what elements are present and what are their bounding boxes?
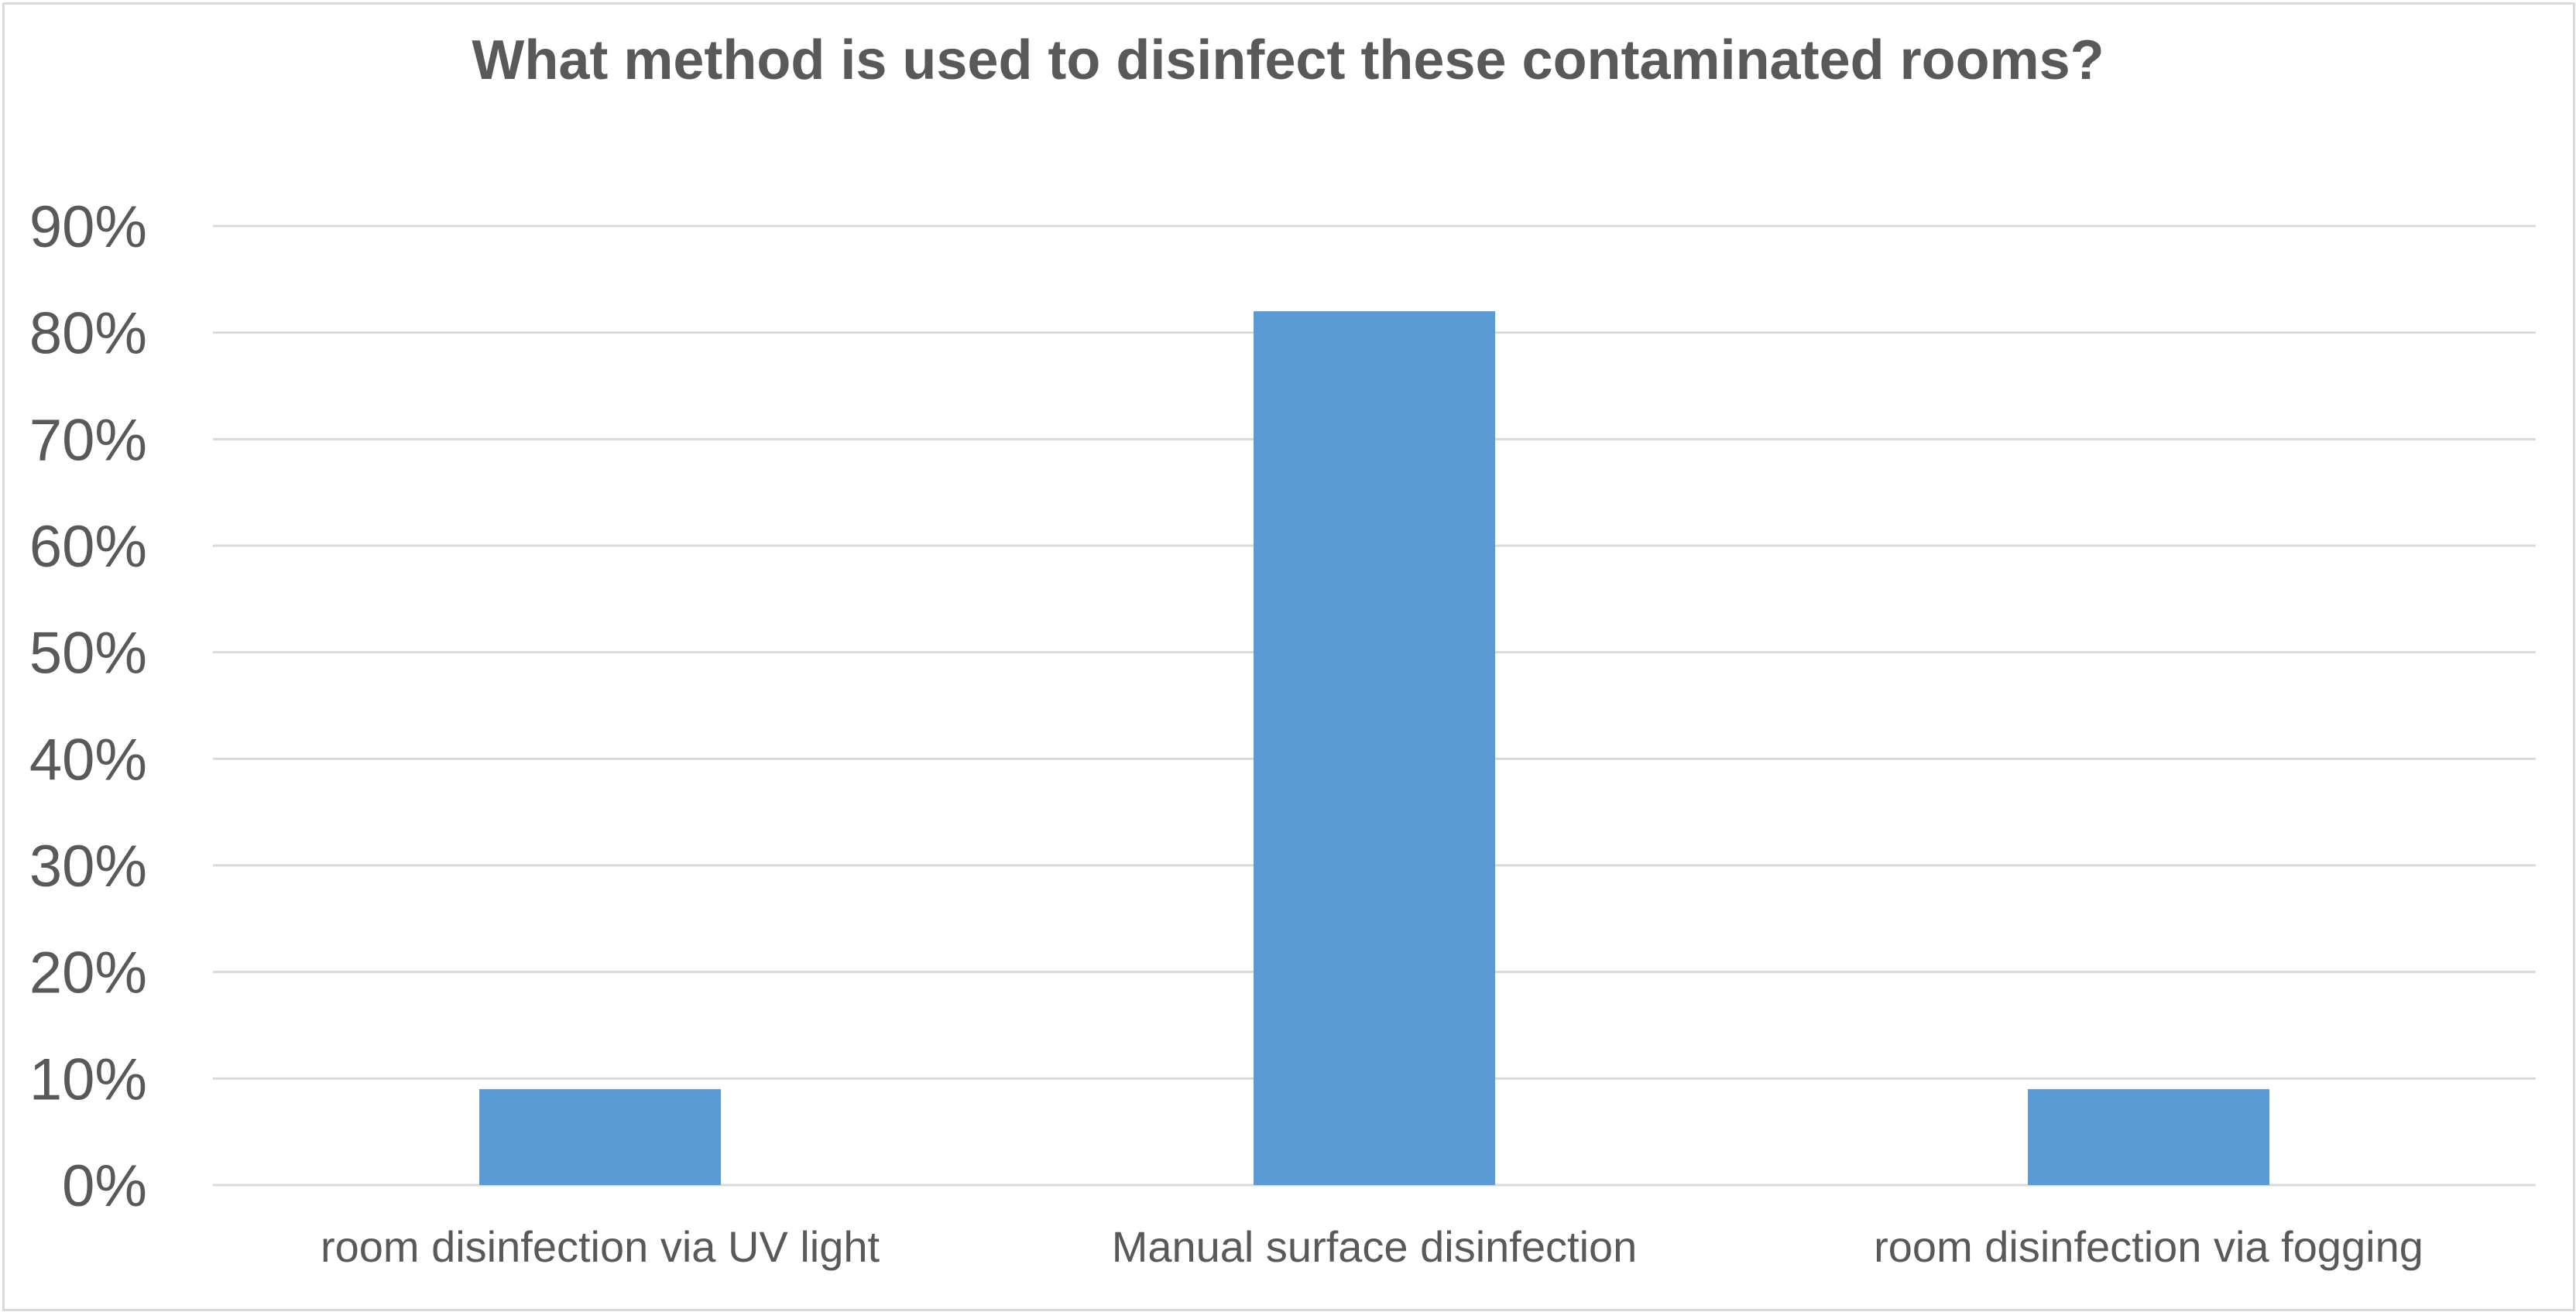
chart-title: What method is used to disinfect these c… xyxy=(472,29,2104,91)
y-tick-label: 70% xyxy=(29,407,147,473)
y-tick-label: 10% xyxy=(29,1047,147,1112)
bar-3 xyxy=(2028,1089,2269,1185)
y-tick-label: 50% xyxy=(29,621,147,687)
y-tick-label: 30% xyxy=(29,834,147,899)
y-tick-label: 40% xyxy=(29,727,147,793)
bar-2 xyxy=(1254,311,1495,1186)
bars xyxy=(479,311,2269,1186)
y-tick-label: 80% xyxy=(29,301,147,367)
y-axis-tick-labels: 0% 10% 20% 30% 40% 50% 60% 70% 80% 90% xyxy=(29,194,147,1219)
y-tick-label: 60% xyxy=(29,514,147,580)
bar-1 xyxy=(479,1089,721,1185)
y-tick-label: 20% xyxy=(29,940,147,1006)
x-axis-category-labels: room disinfection via UV light Manual sur… xyxy=(321,1222,2423,1271)
y-tick-label: 0% xyxy=(62,1153,147,1219)
y-tick-label: 90% xyxy=(29,194,147,260)
x-category-label: room disinfection via fogging xyxy=(1874,1222,2423,1271)
x-category-label: Manual surface disinfection xyxy=(1112,1222,1638,1271)
x-category-label: room disinfection via UV light xyxy=(321,1222,880,1271)
